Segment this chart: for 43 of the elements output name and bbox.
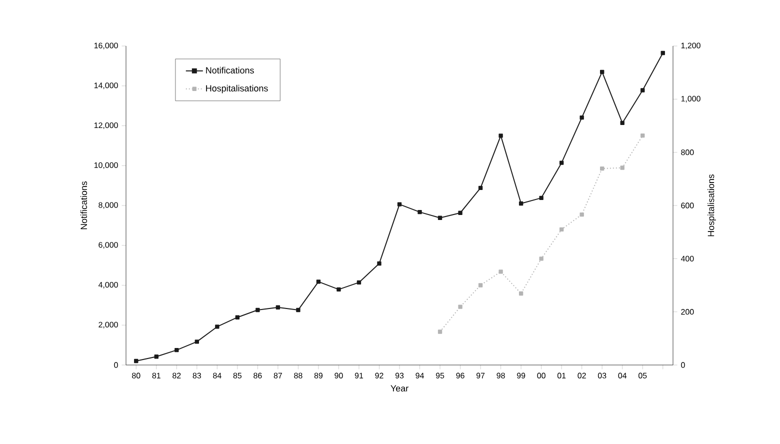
point (356, 280, 362, 285)
legend-label: Hospitalisations (206, 84, 268, 94)
point (296, 308, 300, 312)
point (640, 88, 645, 92)
point (498, 270, 503, 274)
point (580, 212, 584, 217)
point (660, 50, 665, 56)
point (194, 340, 200, 344)
point (458, 304, 462, 309)
point (518, 291, 524, 296)
point (539, 196, 544, 200)
point (478, 186, 483, 190)
point (458, 210, 462, 215)
point (478, 283, 483, 288)
point (154, 354, 158, 359)
point (620, 166, 624, 170)
y-axis-title: Notifications (80, 181, 88, 230)
point (377, 261, 382, 266)
point (316, 280, 321, 284)
point (559, 227, 564, 232)
point (539, 256, 544, 261)
point (276, 305, 280, 310)
point (418, 210, 422, 214)
point (600, 166, 604, 171)
point (559, 160, 564, 165)
point (438, 216, 442, 220)
point (235, 315, 240, 320)
legend-label: Notifications (206, 66, 254, 74)
point (336, 287, 341, 292)
point (620, 120, 624, 126)
point (580, 115, 584, 120)
point (174, 348, 179, 352)
point (518, 201, 524, 206)
point (215, 324, 220, 329)
point (498, 134, 503, 138)
y2-axis-title: Hospitalisations (708, 174, 716, 236)
point (397, 202, 402, 206)
point (256, 308, 260, 312)
x-axis-title: Year (390, 385, 408, 392)
point (134, 358, 138, 364)
point (600, 70, 604, 74)
point (640, 133, 645, 138)
point (438, 330, 442, 334)
